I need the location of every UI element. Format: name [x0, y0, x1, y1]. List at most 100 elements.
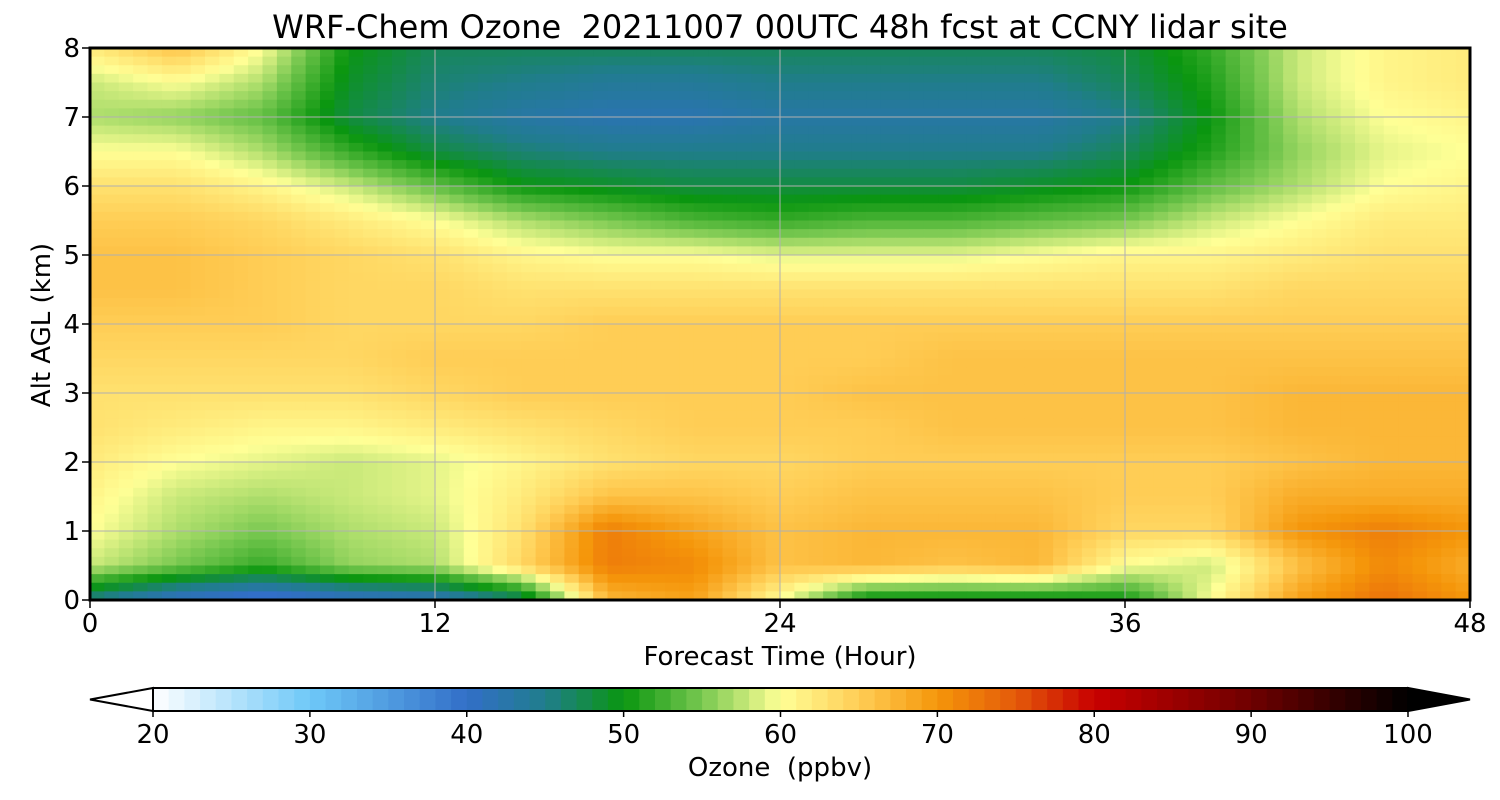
heatmap-cell [1110, 203, 1126, 213]
heatmap-cell [118, 134, 134, 144]
heatmap-cell [1398, 82, 1414, 92]
heatmap-cell [291, 134, 307, 144]
heatmap-cell [1311, 298, 1327, 308]
heatmap-cell [621, 48, 637, 58]
heatmap-cell [1182, 384, 1198, 394]
heatmap-cell [521, 393, 537, 403]
heatmap-cell [205, 108, 220, 118]
heatmap-cell [478, 91, 494, 101]
heatmap-cell [1110, 444, 1126, 454]
heatmap-cell [449, 332, 465, 342]
heatmap-cell [1240, 237, 1255, 247]
heatmap-cell [1211, 436, 1227, 446]
heatmap-cell [1211, 73, 1227, 84]
heatmap-cell [435, 401, 450, 411]
heatmap-cell [679, 410, 695, 420]
heatmap-cell [1283, 125, 1299, 135]
heatmap-cell [219, 289, 235, 299]
heatmap-cell [348, 203, 364, 213]
heatmap-cell [751, 108, 767, 118]
heatmap-cell [190, 56, 206, 66]
heatmap-cell [492, 479, 508, 489]
heatmap-cell [665, 358, 680, 368]
heatmap-cell [1369, 358, 1385, 368]
heatmap-cell [765, 263, 781, 273]
heatmap-cell [607, 125, 623, 135]
heatmap-cell [449, 99, 465, 109]
heatmap-cell [1153, 99, 1169, 109]
heatmap-cell [1211, 65, 1227, 75]
heatmap-cell [1297, 168, 1313, 178]
heatmap-cell [995, 306, 1011, 316]
heatmap-cell [808, 341, 824, 351]
heatmap-cell [952, 280, 968, 291]
heatmap-cell [1225, 375, 1241, 385]
heatmap-cell [780, 453, 795, 463]
heatmap-cell [262, 117, 278, 127]
heatmap-cell [1053, 73, 1069, 84]
heatmap-cell [880, 401, 896, 411]
heatmap-cell [665, 108, 680, 118]
heatmap-cell [564, 246, 580, 256]
heatmap-cell [823, 393, 839, 403]
heatmap-cell [406, 367, 422, 377]
heatmap-cell [1024, 160, 1040, 170]
heatmap-cell [851, 246, 867, 256]
heatmap-cell [506, 177, 522, 187]
heatmap-cell [722, 125, 738, 135]
heatmap-cell [1297, 436, 1313, 446]
heatmap-cell [377, 134, 393, 144]
heatmap-cell [1153, 384, 1169, 394]
heatmap-cell [190, 315, 206, 325]
heatmap-cell [1455, 255, 1470, 265]
heatmap-cell [291, 418, 307, 429]
heatmap-cell [952, 151, 968, 161]
heatmap-cell [1053, 168, 1069, 178]
heatmap-cell [693, 470, 709, 480]
heatmap-cell [1369, 418, 1385, 429]
heatmap-cell [363, 160, 379, 170]
heatmap-cell [118, 82, 134, 92]
heatmap-cell [248, 298, 264, 308]
heatmap-cell [1355, 306, 1370, 316]
heatmap-cell [636, 280, 652, 291]
heatmap-cell [118, 384, 134, 394]
heatmap-cell [808, 255, 824, 265]
heatmap-cell [348, 160, 364, 170]
heatmap-cell [593, 246, 609, 256]
heatmap-cell [205, 462, 220, 472]
heatmap-cell [1211, 168, 1227, 178]
heatmap-cell [650, 99, 666, 109]
heatmap-cell [305, 117, 321, 127]
heatmap-cell [1254, 186, 1270, 196]
heatmap-cell [1383, 246, 1399, 256]
heatmap-cell [851, 99, 867, 109]
heatmap-cell [506, 444, 522, 454]
heatmap-cell [751, 272, 767, 282]
heatmap-cell [305, 272, 321, 282]
heatmap-cell [1268, 56, 1284, 66]
heatmap-cell [190, 117, 206, 127]
heatmap-cell [118, 367, 134, 377]
heatmap-cell [578, 306, 594, 316]
heatmap-cell [923, 462, 939, 472]
heatmap-cell [1081, 306, 1097, 316]
heatmap-cell [147, 462, 163, 472]
heatmap-cell [262, 332, 278, 342]
heatmap-cell [866, 203, 882, 213]
heatmap-cell [449, 444, 465, 454]
heatmap-cell [1311, 358, 1327, 368]
heatmap-cell [391, 418, 407, 429]
heatmap-cell [90, 315, 105, 325]
heatmap-cell [161, 384, 177, 394]
heatmap-cell [320, 462, 335, 472]
heatmap-cell [837, 367, 853, 377]
heatmap-cell [665, 436, 680, 446]
heatmap-cell [665, 427, 680, 437]
heatmap-cell [550, 203, 565, 213]
heatmap-cell [1024, 341, 1040, 351]
heatmap-cell [1196, 479, 1212, 489]
heatmap-cell [679, 194, 695, 204]
heatmap-cell [276, 462, 292, 472]
heatmap-cell [90, 203, 105, 213]
